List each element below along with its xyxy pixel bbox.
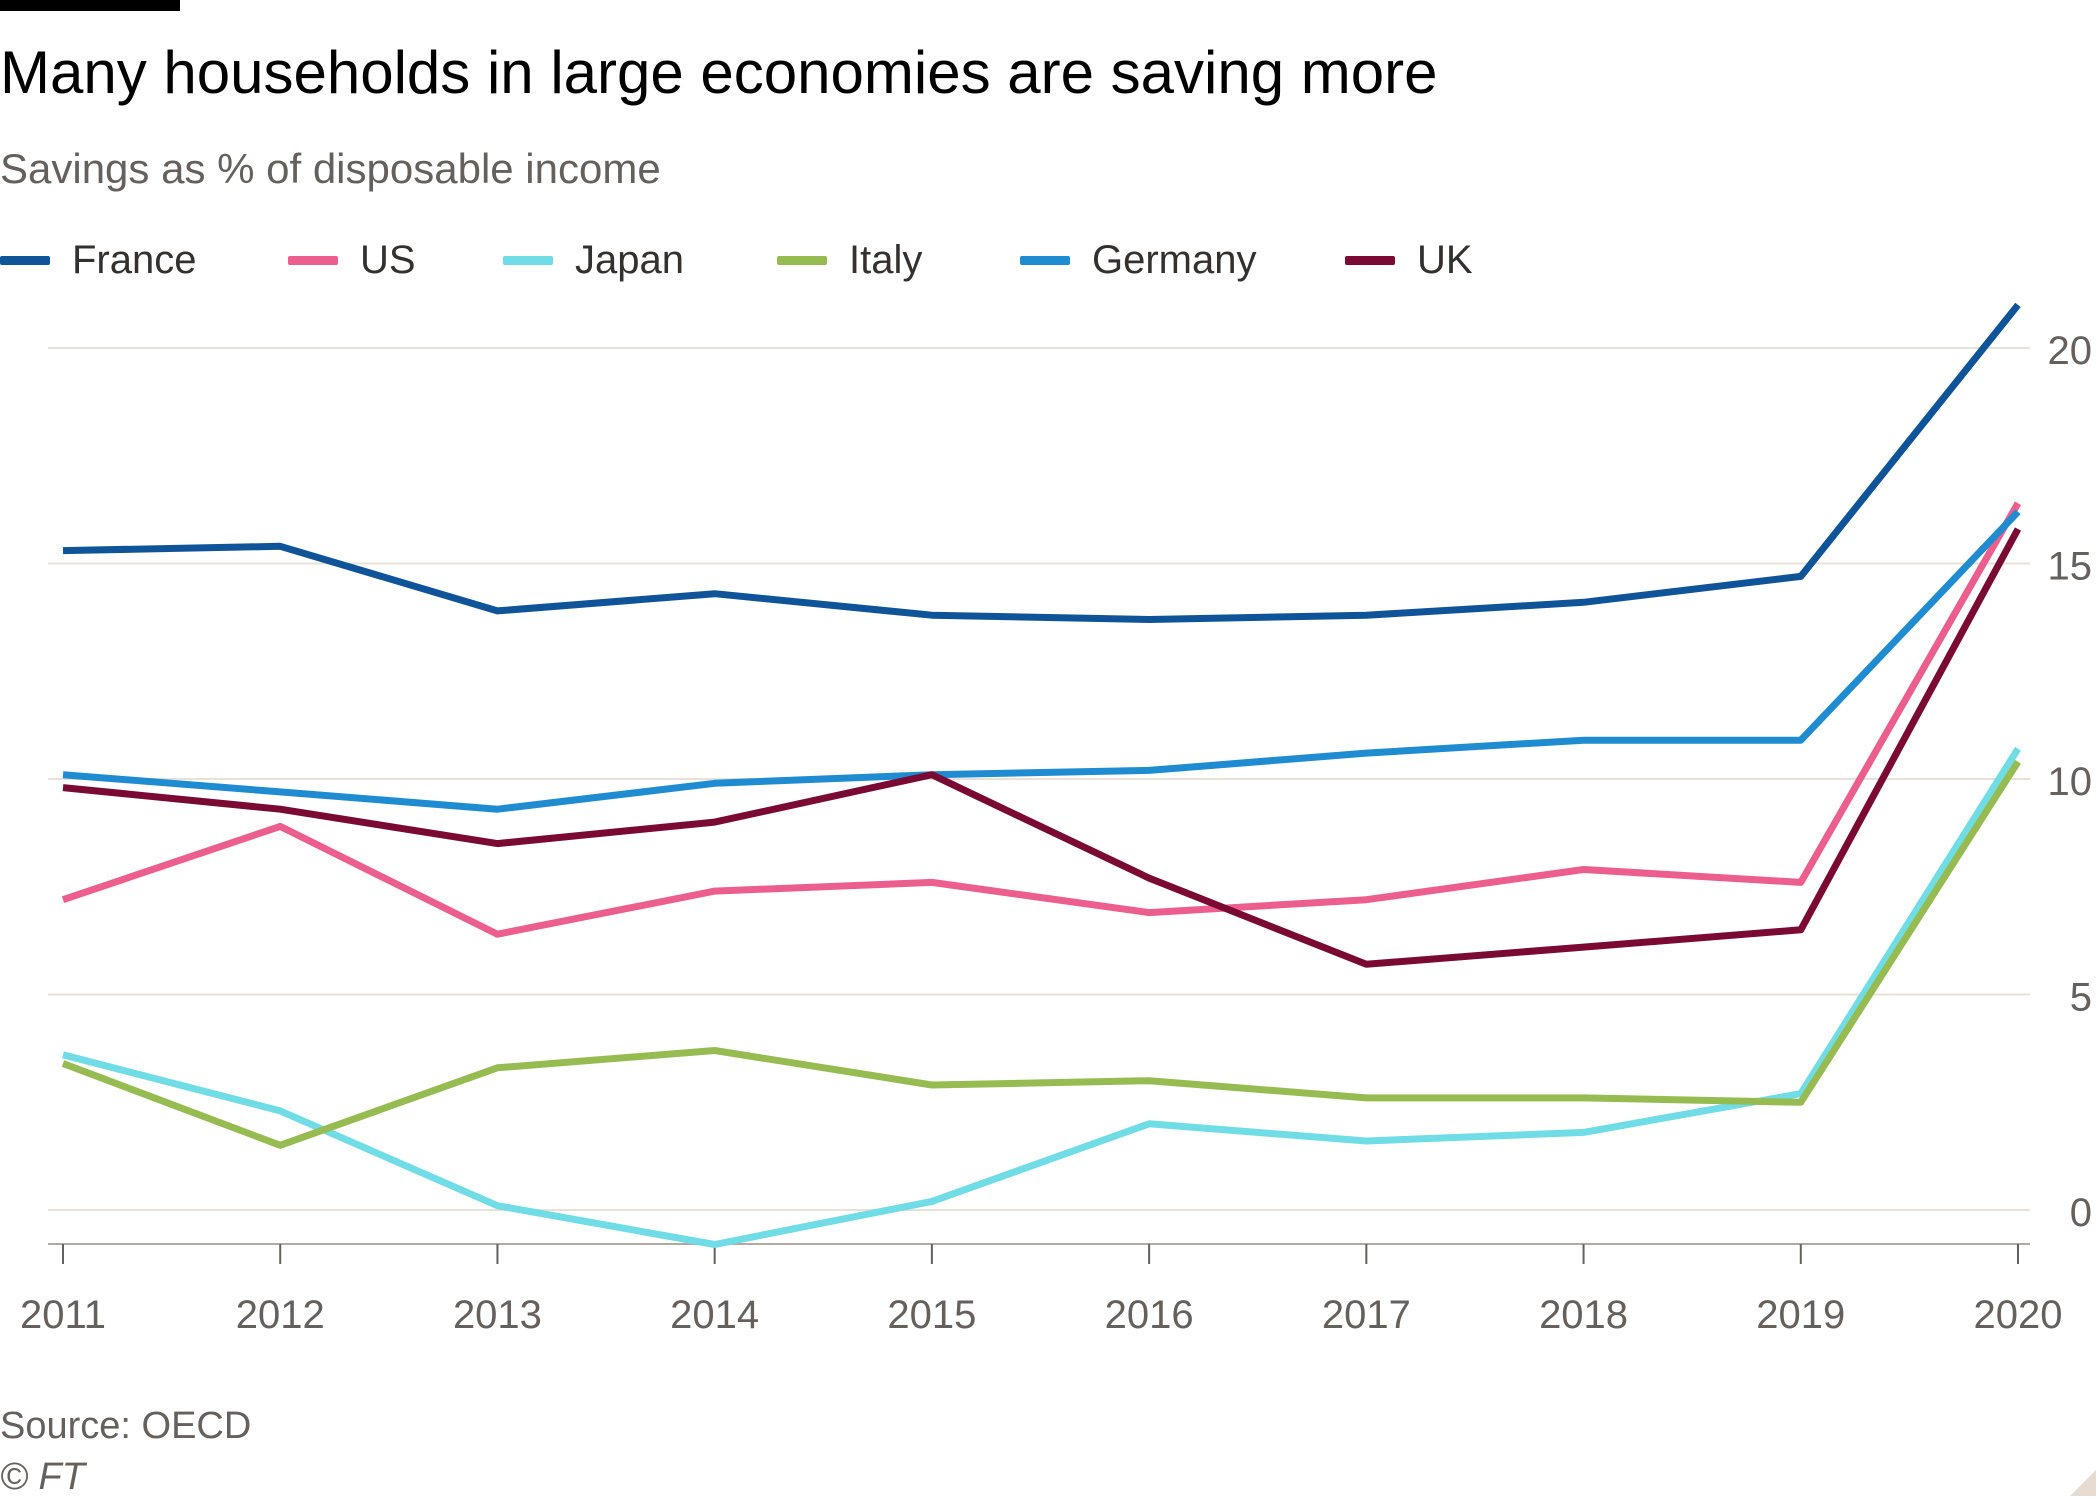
x-tick-label: 2018 <box>1539 1293 1628 1337</box>
x-tick-label: 2019 <box>1756 1293 1845 1337</box>
legend-swatch <box>288 255 338 265</box>
legend-swatch <box>1345 255 1395 265</box>
legend-item-japan: Japan <box>503 235 684 285</box>
series-line-us <box>61 501 2022 938</box>
header-accent-bar <box>0 0 180 11</box>
legend-label: US <box>360 237 416 282</box>
y-tick-label: 20 <box>2048 329 2093 373</box>
x-tick-label: 2012 <box>236 1293 325 1337</box>
y-tick-label: 10 <box>2048 760 2093 804</box>
legend-label: Germany <box>1092 237 1257 282</box>
legend-label: France <box>72 237 197 282</box>
legend-item-uk: UK <box>1345 235 1473 285</box>
series-line-germany <box>62 509 2021 813</box>
series-line-uk <box>62 527 2022 968</box>
legend-swatch <box>1020 255 1070 265</box>
y-tick-label: 15 <box>2048 545 2093 589</box>
corner-mark <box>2070 1470 2096 1496</box>
legend-label: Japan <box>575 237 684 282</box>
legend-item-italy: Italy <box>777 235 922 285</box>
legend-item-germany: Germany <box>1020 235 1257 285</box>
legend-swatch <box>0 255 50 265</box>
series-line-france <box>62 302 2021 623</box>
source-note: Source: OECD <box>0 1405 252 1447</box>
chart-subtitle: Savings as % of disposable income <box>0 145 661 192</box>
x-tick-label: 2020 <box>1974 1293 2063 1337</box>
series-line-japan <box>62 746 2021 1248</box>
y-tick-label: 5 <box>2070 976 2092 1020</box>
x-tick-label: 2017 <box>1322 1293 1411 1337</box>
x-tick-label: 2015 <box>887 1293 976 1337</box>
y-tick-label: 0 <box>2070 1191 2092 1235</box>
x-tick-label: 2011 <box>20 1293 106 1337</box>
x-tick-label: 2013 <box>453 1293 542 1337</box>
legend-swatch <box>503 255 553 265</box>
legend-item-france: France <box>0 235 197 285</box>
line-chart: 0 5 10 15 20 2011 2012 2013 2014 2015 2016 2017 2018… <box>20 302 2093 1337</box>
legend-label: Italy <box>849 237 923 282</box>
chart-title: Many households in large economies are s… <box>0 39 1438 106</box>
legend-item-us: US <box>288 235 416 285</box>
x-tick-label: 2014 <box>670 1293 759 1337</box>
legend-swatch <box>777 255 827 265</box>
copyright-note: © FT <box>0 1456 85 1498</box>
series-line-italy <box>61 759 2021 1149</box>
x-tick-label: 2016 <box>1105 1293 1194 1337</box>
legend-label: UK <box>1417 237 1473 282</box>
